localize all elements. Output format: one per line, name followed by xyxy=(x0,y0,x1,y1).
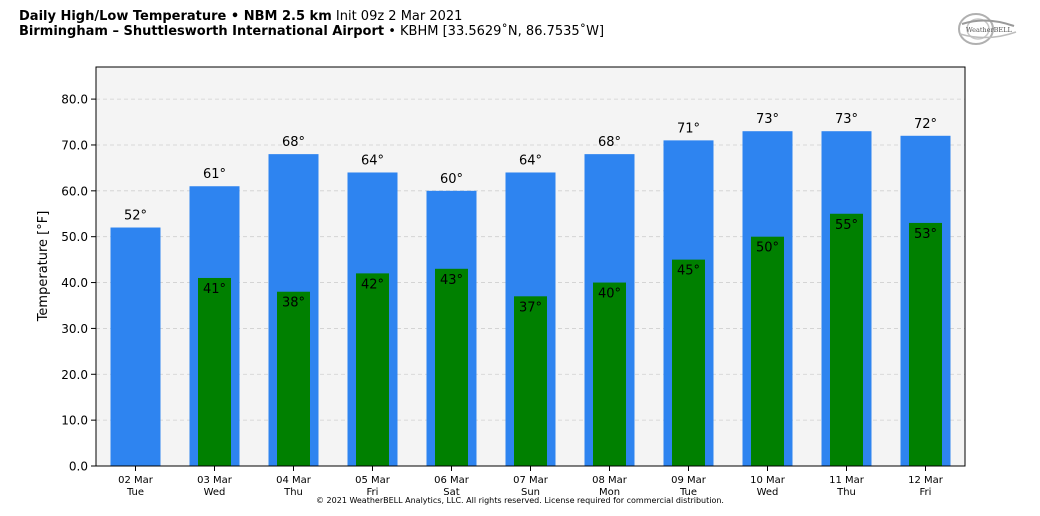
x-tick-date: 06 Mar xyxy=(434,475,470,486)
low-bar xyxy=(909,222,942,466)
y-tick-label: 10.0 xyxy=(61,414,88,428)
low-bar xyxy=(356,273,389,466)
high-label: 52° xyxy=(124,209,147,224)
x-tick-weekday: Tue xyxy=(126,487,144,498)
x-tick-weekday: Thu xyxy=(836,487,856,498)
data-labels: 52° 61° 41° 68° 38° 64° 42° 60° 43° 64° 37° 68° 40° 7… xyxy=(124,112,937,315)
x-tick-weekday: Fri xyxy=(920,487,932,498)
copyright-notice: © 2021 WeatherBELL Analytics, LLC. All r… xyxy=(316,496,724,505)
high-label: 71° xyxy=(677,121,700,136)
chart-title: Daily High/Low Temperature • NBM 2.5 km … xyxy=(19,9,604,24)
x-tick-weekday: Fri xyxy=(367,487,379,498)
x-tick-date: 02 Mar xyxy=(118,475,154,486)
y-tick-label: 50.0 xyxy=(61,230,88,244)
y-tick-label: 0.0 xyxy=(69,460,88,474)
x-tick-weekday: Sun xyxy=(521,487,540,498)
y-axis: 0.0 10.0 20.0 30.0 40.0 50.0 60.0 70.0 80.0 xyxy=(61,93,96,474)
subtitle-location: Birmingham – Shuttlesworth International… xyxy=(19,24,385,39)
title-init-time: Init 09z 2 Mar 2021 xyxy=(335,9,463,24)
low-bars xyxy=(198,213,942,466)
high-label: 73° xyxy=(835,112,858,127)
y-tick-label: 20.0 xyxy=(61,368,88,382)
x-tick-weekday: Wed xyxy=(757,487,779,498)
low-bar xyxy=(751,236,784,466)
low-bar xyxy=(435,268,468,466)
logo-text: WeatherBELL xyxy=(966,26,1012,34)
high-bar xyxy=(110,227,161,466)
x-tick-date: 09 Mar xyxy=(671,475,707,486)
low-bar xyxy=(672,259,705,466)
low-label: 41° xyxy=(203,282,226,297)
high-label: 64° xyxy=(361,153,384,168)
low-label: 50° xyxy=(756,241,779,256)
x-tick-date: 10 Mar xyxy=(750,475,786,486)
title-product: Daily High/Low Temperature • NBM 2.5 km xyxy=(19,9,332,24)
low-label: 43° xyxy=(440,273,463,288)
chart-subtitle: Birmingham – Shuttlesworth International… xyxy=(19,24,604,39)
high-label: 64° xyxy=(519,153,542,168)
x-tick-date: 05 Mar xyxy=(355,475,391,486)
high-label: 60° xyxy=(440,172,463,187)
y-tick-label: 70.0 xyxy=(61,138,88,152)
low-label: 38° xyxy=(282,296,305,311)
low-label: 42° xyxy=(361,277,384,292)
low-bar xyxy=(277,291,310,466)
low-bar xyxy=(830,213,863,466)
low-bar xyxy=(593,282,626,466)
x-tick-weekday: Mon xyxy=(599,487,620,498)
low-bar xyxy=(198,277,231,466)
x-tick-weekday: Tue xyxy=(679,487,697,498)
high-bars xyxy=(110,131,951,467)
high-label: 73° xyxy=(756,112,779,127)
x-tick-date: 03 Mar xyxy=(197,475,233,486)
x-tick-weekday: Sat xyxy=(443,487,459,498)
weatherbell-logo-icon: WeatherBELL xyxy=(958,13,1017,45)
y-tick-label: 60.0 xyxy=(61,184,88,198)
y-tick-label: 30.0 xyxy=(61,322,88,336)
low-label: 53° xyxy=(914,227,937,242)
low-bar xyxy=(514,296,547,466)
x-tick-date: 07 Mar xyxy=(513,475,549,486)
high-label: 72° xyxy=(914,117,937,132)
x-tick-weekday: Wed xyxy=(204,487,226,498)
x-tick-date: 12 Mar xyxy=(908,475,944,486)
high-label: 68° xyxy=(598,135,621,150)
x-tick-weekday: Thu xyxy=(283,487,303,498)
x-tick-date: 04 Mar xyxy=(276,475,312,486)
x-tick-date: 08 Mar xyxy=(592,475,628,486)
low-label: 55° xyxy=(835,218,858,233)
x-tick-date: 11 Mar xyxy=(829,475,865,486)
high-label: 68° xyxy=(282,135,305,150)
y-axis-label: Temperature [°F] xyxy=(36,211,51,323)
low-label: 40° xyxy=(598,287,621,302)
y-tick-label: 80.0 xyxy=(61,93,88,107)
low-label: 45° xyxy=(677,264,700,279)
y-tick-label: 40.0 xyxy=(61,276,88,290)
subtitle-station: • KBHM [33.5629˚N, 86.7535˚W] xyxy=(388,24,605,39)
low-label: 37° xyxy=(519,300,542,315)
high-label: 61° xyxy=(203,167,226,182)
chart-header: Daily High/Low Temperature • NBM 2.5 km … xyxy=(19,9,604,39)
